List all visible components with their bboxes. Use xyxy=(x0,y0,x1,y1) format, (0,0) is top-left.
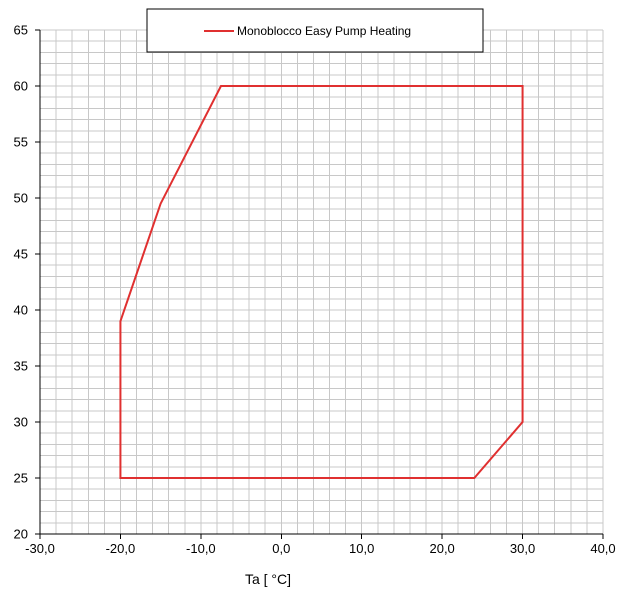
y-tick-label: 45 xyxy=(14,247,28,262)
legend: Monoblocco Easy Pump Heating xyxy=(146,8,484,53)
y-tick-label: 50 xyxy=(14,191,28,206)
x-axis-title: Ta [ °C] xyxy=(245,571,291,587)
legend-label: Monoblocco Easy Pump Heating xyxy=(237,24,411,38)
y-tick-label: 35 xyxy=(14,359,28,374)
series-layer xyxy=(119,85,524,479)
x-tick-label: 20,0 xyxy=(429,541,454,556)
axes xyxy=(35,29,604,539)
tick-labels: -30,0 -20,0 -10,0 0,0 10,0 20,0 30,0 40,0 20 25 30… xyxy=(14,23,616,557)
legend-box xyxy=(146,8,484,53)
series-line xyxy=(119,85,524,479)
y-tick-label: 20 xyxy=(14,527,28,542)
y-tick-label: 25 xyxy=(14,471,28,486)
x-tick-label: 30,0 xyxy=(510,541,535,556)
x-tick-label: 0,0 xyxy=(272,541,290,556)
y-tick-label: 30 xyxy=(14,415,28,430)
y-tick-label: 55 xyxy=(14,135,28,150)
grid xyxy=(39,29,604,535)
x-tick-label: -20,0 xyxy=(106,541,136,556)
x-tick-label: 10,0 xyxy=(349,541,374,556)
x-tick-label: -10,0 xyxy=(186,541,216,556)
x-tick-label: 40,0 xyxy=(590,541,615,556)
y-tick-label: 40 xyxy=(14,303,28,318)
x-tick-label: -30,0 xyxy=(25,541,55,556)
y-tick-label: 65 xyxy=(14,23,28,38)
y-tick-label: 60 xyxy=(14,79,28,94)
